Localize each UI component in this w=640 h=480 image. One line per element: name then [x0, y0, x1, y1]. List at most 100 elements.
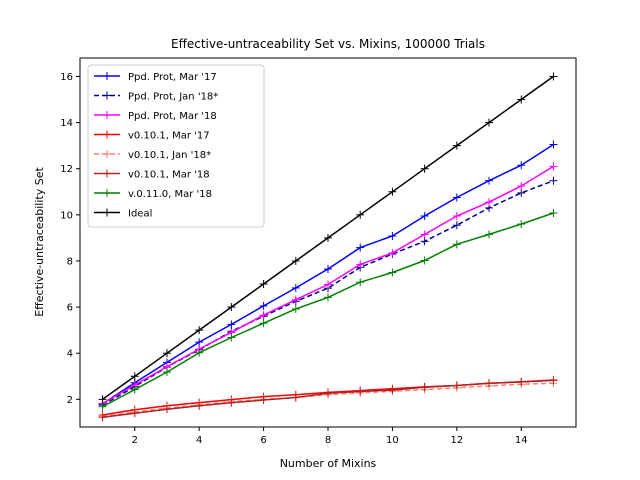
data-point [485, 379, 494, 388]
legend-marker [103, 72, 111, 80]
data-point [549, 162, 558, 171]
legend-label: v.0.11.0, Mar '18 [128, 189, 212, 200]
data-point [388, 268, 397, 277]
legend-marker [103, 91, 111, 100]
legend-marker [103, 169, 111, 178]
data-point [227, 398, 236, 407]
legend-marker [103, 189, 111, 197]
data-point [162, 405, 171, 414]
data-point [420, 230, 429, 239]
data-point [388, 232, 397, 241]
legend-item: v.0.11.0, Mar '18 [94, 189, 212, 200]
series-layer [98, 72, 558, 422]
data-point [291, 256, 300, 265]
series-7 [98, 72, 558, 404]
data-point [517, 161, 526, 170]
y-tick-label: 8 [67, 256, 73, 267]
data-point [130, 372, 139, 381]
data-point [195, 401, 204, 410]
data-point [452, 211, 461, 220]
legend-label: Ppd. Prot, Mar '18 [128, 111, 217, 122]
series-5 [98, 376, 558, 422]
data-point [517, 181, 526, 190]
data-point [98, 402, 107, 411]
y-tick-label: 12 [60, 164, 73, 175]
data-point [259, 301, 268, 310]
data-point [98, 395, 107, 404]
data-point [517, 188, 526, 197]
data-point [517, 220, 526, 229]
series-2 [98, 162, 558, 408]
x-axis: 2 4 6 8 10 12 14 [132, 427, 528, 446]
data-point [356, 243, 365, 252]
y-axis: 2 4 6 8 10 12 14 16 [60, 72, 80, 406]
legend: Ppd. Prot, Mar '17 Ppd. Prot, Jan '18* Ppd… [87, 64, 265, 228]
data-point [420, 256, 429, 265]
data-point [227, 303, 236, 312]
series-6 [98, 208, 558, 411]
data-point [485, 176, 494, 185]
x-tick-label: 10 [386, 435, 399, 446]
x-tick-label: 14 [515, 435, 528, 446]
data-point [420, 237, 429, 246]
legend-item: Ideal [94, 208, 152, 220]
data-point [517, 95, 526, 104]
data-point [517, 378, 526, 387]
data-point [452, 240, 461, 249]
chart-title: Effective-untraceability Set vs. Mixins,… [171, 37, 485, 51]
data-point [356, 387, 365, 396]
data-point [452, 221, 461, 230]
x-tick-label: 6 [260, 435, 266, 446]
data-point [356, 278, 365, 287]
data-point [195, 326, 204, 335]
data-point [130, 385, 139, 394]
x-tick-label: 12 [450, 435, 463, 446]
data-point [291, 304, 300, 313]
legend-label: v0.10.1, Jan '18* [128, 150, 211, 161]
data-point [452, 381, 461, 390]
y-axis-label: Effective-untraceability Set [33, 167, 46, 317]
x-tick-label: 4 [196, 435, 202, 446]
y-tick-label: 6 [67, 303, 73, 314]
data-point [227, 320, 236, 329]
data-point [291, 393, 300, 402]
legend-box [87, 64, 265, 228]
data-point [291, 283, 300, 292]
data-point [420, 164, 429, 173]
data-point [259, 311, 268, 320]
data-point [227, 333, 236, 342]
data-point [485, 118, 494, 127]
data-point [195, 348, 204, 357]
legend-label: v0.10.1, Mar '17 [128, 131, 210, 142]
legend-item: v0.10.1, Mar '18 [94, 169, 210, 181]
data-point [388, 187, 397, 196]
data-point [420, 211, 429, 220]
data-point [324, 280, 332, 289]
x-tick-label: 8 [325, 435, 331, 446]
data-point [162, 349, 171, 358]
y-tick-label: 10 [60, 210, 73, 221]
data-point [452, 141, 461, 150]
legend-label: Ppd. Prot, Jan '18* [128, 92, 218, 103]
data-point [356, 260, 365, 269]
data-point [549, 376, 558, 385]
y-tick-label: 4 [67, 349, 73, 360]
data-point [324, 389, 332, 398]
data-point [388, 386, 397, 395]
legend-marker [103, 111, 111, 119]
legend-marker [103, 208, 111, 217]
data-point [259, 280, 268, 289]
data-point [259, 319, 268, 328]
legend-item: Ppd. Prot, Mar '18 [94, 111, 217, 122]
data-point [98, 413, 107, 422]
data-point [130, 409, 139, 418]
data-point [324, 233, 332, 242]
y-tick-label: 14 [60, 118, 73, 129]
data-point [549, 208, 558, 217]
legend-item: v0.10.1, Mar '17 [94, 130, 210, 142]
legend-marker [103, 130, 111, 139]
y-tick-label: 16 [60, 72, 73, 83]
data-point [259, 396, 268, 405]
x-tick-label: 2 [132, 435, 138, 446]
